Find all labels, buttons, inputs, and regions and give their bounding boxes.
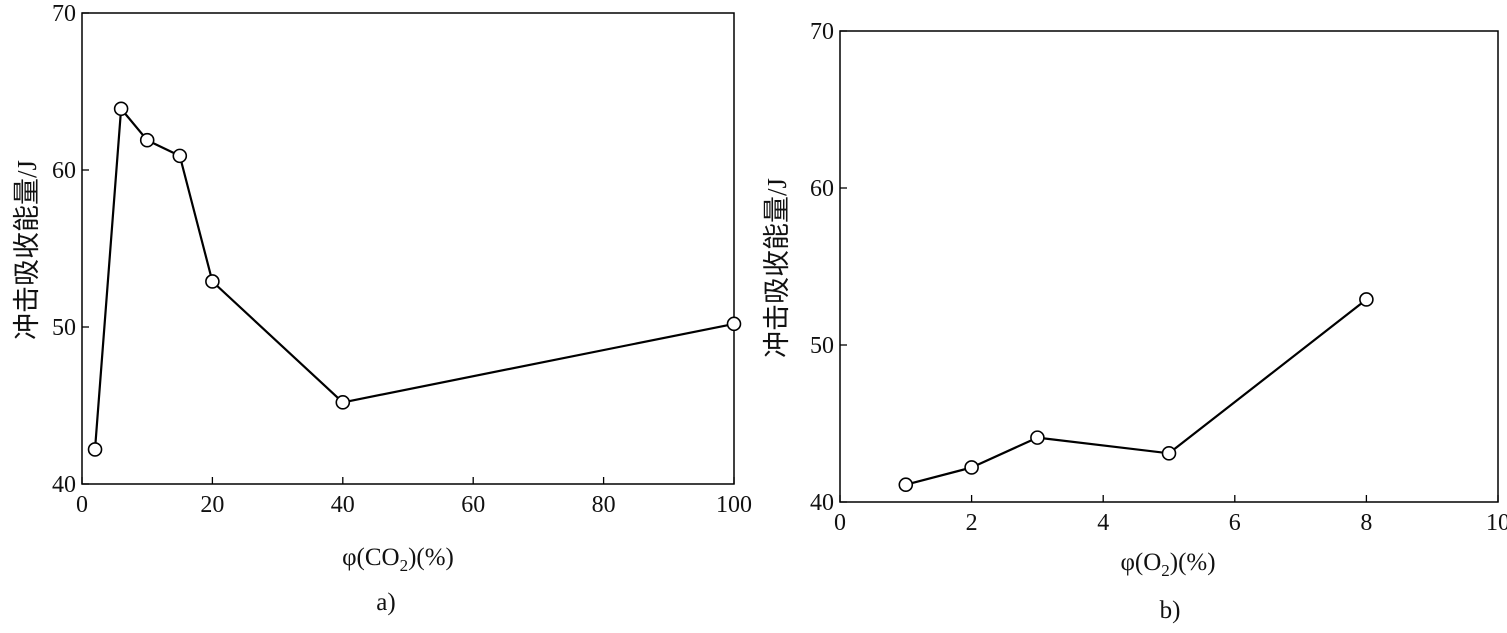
x-tick-label: 10	[1486, 510, 1507, 536]
y-tick-label: 50	[52, 315, 76, 341]
chart-a-x-axis-label-sub: 2	[400, 556, 409, 575]
chart-b-x-axis-label-prefix: φ(O	[1120, 549, 1161, 576]
chart-a-y-axis-label: 冲击吸收能量/J	[12, 160, 42, 340]
chart-b-x-axis-label-sub: 2	[1161, 561, 1170, 580]
chart-a-x-ticks: 0 20 40 60 80 100	[76, 477, 752, 518]
x-tick-label: 80	[592, 492, 616, 518]
x-tick-label: 0	[834, 510, 846, 536]
data-point	[726, 316, 742, 332]
chart-a-plot-area	[81, 12, 735, 485]
data-point	[205, 274, 220, 289]
chart-b-plot-area	[839, 30, 1499, 503]
data-point	[335, 395, 351, 410]
data-point	[1030, 430, 1045, 445]
y-tick-label: 40	[52, 472, 76, 498]
y-tick-label: 70	[52, 1, 76, 27]
chart-b-series-line	[905, 298, 1368, 486]
y-tick-label: 60	[810, 176, 834, 202]
chart-b-points	[898, 292, 1374, 493]
chart-b-x-ticks: 0 2 4 6 8 10	[834, 495, 1507, 536]
y-tick-label: 50	[810, 333, 834, 359]
chart-a-points	[87, 101, 742, 457]
data-point	[1161, 446, 1177, 461]
chart-b-x-axis-label: φ(O2)(%)	[1120, 549, 1215, 580]
data-point	[113, 101, 129, 117]
chart-a-series-line	[93, 107, 735, 450]
data-point	[898, 477, 914, 493]
data-point	[172, 148, 188, 164]
y-tick-label: 70	[810, 19, 834, 45]
data-point	[964, 460, 979, 475]
x-tick-label: 100	[716, 492, 752, 518]
x-tick-label: 6	[1229, 510, 1241, 536]
x-tick-label: 60	[461, 492, 485, 518]
chart-b-panel-label: b)	[1160, 597, 1181, 624]
chart-a-panel-label: a)	[376, 589, 395, 616]
chart-a-x-axis-label-prefix: φ(CO	[342, 544, 399, 571]
chart-b-y-ticks: 40 50 60 70	[810, 19, 847, 516]
data-point	[87, 442, 103, 457]
y-tick-label: 60	[52, 158, 76, 184]
chart-a-x-axis-label: φ(CO2)(%)	[342, 544, 454, 575]
chart-a-y-ticks: 40 50 60 70	[52, 1, 89, 498]
data-point	[139, 132, 155, 148]
chart-b-x-axis-label-suffix: )(%)	[1170, 549, 1216, 576]
x-tick-label: 2	[966, 510, 978, 536]
x-tick-label: 8	[1360, 510, 1372, 536]
x-tick-label: 0	[76, 492, 88, 518]
x-tick-label: 40	[331, 492, 355, 518]
chart-a-x-axis-label-suffix: )(%)	[408, 544, 454, 571]
chart-b-y-axis-label: 冲击吸收能量/J	[762, 178, 792, 358]
x-tick-label: 4	[1097, 510, 1109, 536]
chart-a: 40 50 60 70 0 20 40 60 80 100 冲击吸收能量/J φ(CO2)(%)…	[12, 1, 752, 616]
data-point	[1359, 292, 1374, 307]
x-tick-label: 20	[200, 492, 224, 518]
y-tick-label: 40	[810, 490, 834, 516]
